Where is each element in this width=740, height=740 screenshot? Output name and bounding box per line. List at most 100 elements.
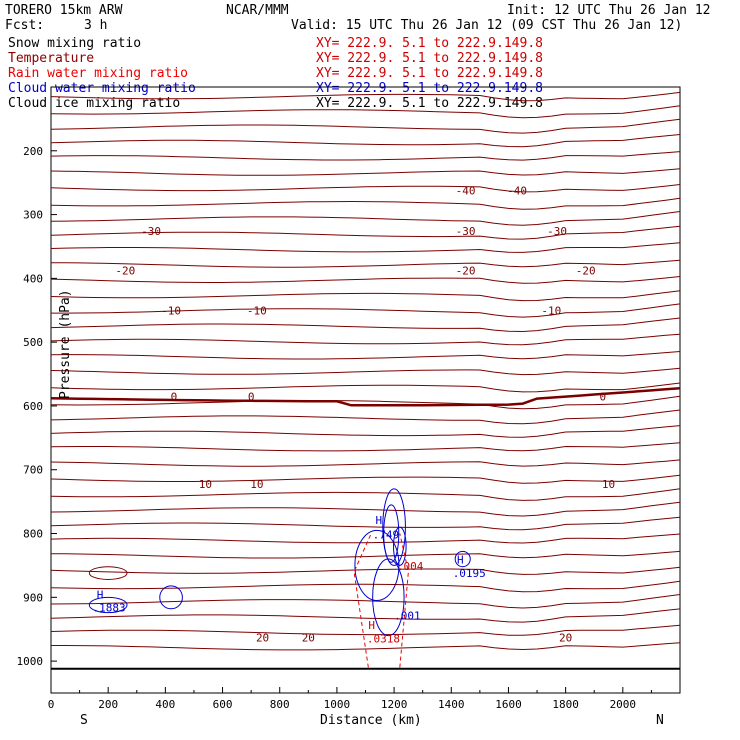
isotherm-line: [50, 184, 681, 193]
x-axis-label: Distance (km): [320, 713, 422, 728]
isotherm-line: [51, 642, 681, 651]
x-tick-label: 0: [48, 698, 55, 711]
y-tick-label: 1000: [17, 655, 44, 668]
fcst-label: Fcst:: [5, 18, 44, 33]
isotherm-line: [50, 151, 681, 161]
isotherm-label: -30: [547, 225, 567, 238]
y-tick-label: 500: [23, 336, 43, 349]
rain-contour: [399, 533, 409, 668]
legend-temperature-xy: XY= 222.9. 5.1 to 222.9.149.8: [316, 51, 543, 66]
x-tick-label: 600: [213, 698, 233, 711]
isotherm-line: [50, 333, 681, 346]
contour-annotation: .0318: [367, 633, 400, 646]
isotherm-line: [50, 367, 681, 376]
legend: Snow mixing ratio XY= 222.9. 5.1 to 222.…: [8, 36, 543, 111]
isotherm-label: 20: [302, 632, 315, 645]
isotherm-label: -20: [115, 265, 135, 278]
isotherm-line: [50, 242, 681, 253]
contour-annotation: .001: [394, 610, 421, 623]
x-tick-label: 800: [270, 698, 290, 711]
contour-annotation: H: [376, 514, 383, 527]
isotherm-line: [50, 425, 681, 438]
isotherm-line: [50, 134, 681, 148]
cloud-contour: [88, 596, 128, 614]
x-tick-label: 1200: [381, 698, 408, 711]
isotherm-line: [50, 290, 681, 302]
isotherm-line: [51, 303, 681, 318]
isotherm-label: -10: [161, 304, 181, 317]
cloud-contour: [383, 504, 400, 563]
valid-time: Valid: 15 UTC Thu 26 Jan 12 (09 CST Thu …: [291, 18, 682, 33]
temperature-contours: -40 -40 -30 -30 -30 -20 -20 -20 -10 -10 -10 0 0 0 10 10…: [50, 91, 681, 670]
isotherm-line: [50, 409, 681, 425]
isotherm-label: 10: [250, 478, 263, 491]
contour-annotation: .0195: [453, 567, 486, 580]
isotherm-line: [50, 516, 681, 531]
y-tick-label: 400: [23, 272, 43, 285]
isotherm-line: [50, 225, 681, 240]
cloud-contour: [393, 526, 407, 566]
y-tick-label: 600: [23, 400, 43, 413]
isotherm-line: [50, 317, 681, 333]
isotherm-line: [50, 501, 681, 517]
isotherm-line: [50, 594, 681, 609]
isotherm-label: -30: [141, 225, 161, 238]
cloud-contour: [454, 550, 471, 568]
isotherm-line: [50, 197, 681, 210]
y-tick-label: 700: [23, 464, 43, 477]
x-tick-label: 2000: [610, 698, 637, 711]
isotherm-label: 20: [559, 632, 572, 645]
isotherm-line: [50, 168, 681, 176]
isotherm-line: [50, 211, 681, 226]
isotherm-label: 10: [199, 478, 212, 491]
isotherm-line: [50, 276, 681, 284]
y-tick-label: 300: [23, 209, 43, 222]
isotherm-line: [50, 459, 681, 467]
cloud-contour: [372, 558, 405, 637]
cloud-contour: [354, 529, 400, 602]
cloud-contours: [88, 488, 471, 668]
x-tick-label: 1600: [495, 698, 522, 711]
isotherm-label: -10: [541, 304, 561, 317]
x-end-label-north: N: [656, 713, 664, 728]
y-tick-label: 800: [23, 528, 43, 541]
legend-snow-xy: XY= 222.9. 5.1 to 222.9.149.8: [316, 36, 543, 51]
x-tick-label: 1400: [438, 698, 465, 711]
isotherm-label: -40: [456, 184, 476, 197]
isotherm-label: -20: [456, 265, 476, 278]
isotherm-line: [50, 351, 681, 360]
isotherm-line: [50, 608, 681, 623]
legend-cloudwater-xy: XY= 222.9. 5.1 to 222.9.149.8: [316, 81, 543, 96]
isotherm-line: [50, 550, 681, 559]
contour-annotation: .749: [373, 529, 400, 542]
isotherm-label: 10: [602, 478, 615, 491]
isotherm-label: -10: [247, 304, 267, 317]
isotherm-line: [51, 259, 681, 268]
contour-annotation: H: [97, 589, 104, 602]
fcst-value: 3 h: [84, 18, 107, 33]
axes: 0 200 400 600 800 1000 1200 1400 1600 1800 2000200…: [17, 145, 652, 711]
isotherm-line: [50, 488, 681, 501]
isotherm-label: 0: [599, 390, 606, 403]
isotherm-label: -30: [456, 225, 476, 238]
x-tick-label: 1800: [552, 698, 579, 711]
x-tick-label: 400: [155, 698, 175, 711]
legend-cloudwater-label: Cloud water mixing ratio: [8, 81, 196, 96]
isotherm-label: -40: [507, 184, 527, 197]
isotherm-line: [50, 580, 681, 593]
contour-annotation: H: [457, 554, 464, 567]
isotherm-label: 0: [171, 390, 178, 403]
legend-rain-xy: XY= 222.9. 5.1 to 222.9.149.8: [316, 66, 543, 81]
isotherm-label: 20: [256, 632, 269, 645]
y-tick-label: 200: [23, 145, 43, 158]
isotherm-line: [50, 91, 681, 102]
isotherm-line: [50, 382, 681, 393]
x-tick-label: 200: [98, 698, 118, 711]
isotherm-line: [50, 442, 681, 452]
model-title: TORERO 15km ARW: [5, 3, 123, 18]
contour-annotation: .1883: [92, 601, 125, 614]
center-title: NCAR/MMM: [226, 3, 289, 18]
isotherm-label: -20: [576, 265, 596, 278]
